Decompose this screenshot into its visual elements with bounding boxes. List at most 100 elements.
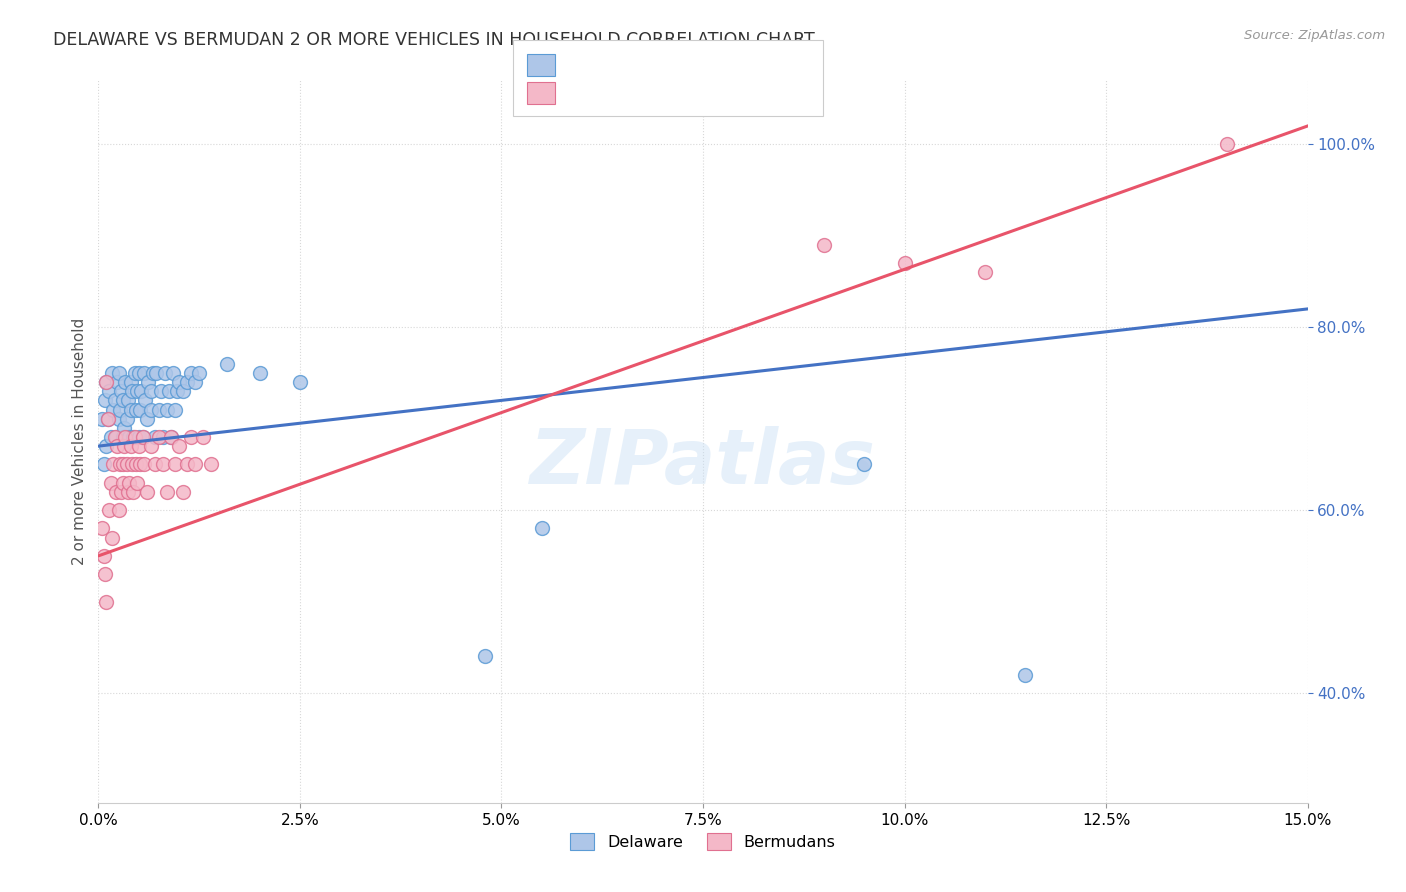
Point — [107, 503, 129, 517]
Text: 0.289: 0.289 — [605, 47, 657, 65]
Point — [112, 439, 135, 453]
Point — [94, 393, 117, 408]
Point — [91, 521, 114, 535]
Point — [100, 430, 122, 444]
Point — [172, 384, 194, 399]
Point — [150, 384, 173, 399]
Point — [125, 402, 148, 417]
Point — [124, 430, 146, 444]
Point — [893, 256, 915, 270]
Point — [122, 430, 145, 444]
Point — [1216, 137, 1239, 152]
Point — [148, 430, 170, 444]
Point — [128, 439, 150, 453]
Point — [145, 366, 167, 380]
Point — [101, 366, 124, 380]
Point — [474, 649, 496, 664]
Point — [132, 430, 155, 444]
Point — [105, 439, 128, 453]
Point — [101, 402, 124, 417]
Text: Source: ZipAtlas.com: Source: ZipAtlas.com — [1244, 29, 1385, 42]
Point — [94, 567, 117, 582]
Text: 0.395: 0.395 — [605, 78, 657, 95]
Text: R =: R = — [562, 47, 599, 65]
Point — [853, 458, 876, 472]
Point — [153, 366, 176, 380]
Point — [107, 366, 129, 380]
Point — [135, 411, 157, 425]
Point — [813, 238, 835, 252]
Point — [167, 375, 190, 389]
Text: R =: R = — [562, 78, 599, 95]
Point — [114, 430, 136, 444]
Point — [288, 375, 311, 389]
Point — [127, 475, 149, 490]
Point — [118, 475, 141, 490]
Point — [128, 366, 150, 380]
Point — [111, 430, 134, 444]
Point — [93, 458, 115, 472]
Point — [167, 439, 190, 453]
Point — [114, 375, 136, 389]
Point — [108, 458, 131, 472]
Point — [118, 430, 141, 444]
Point — [108, 402, 131, 417]
Point — [110, 484, 132, 499]
Point — [111, 458, 134, 472]
Point — [96, 375, 118, 389]
Text: 68: 68 — [717, 47, 740, 65]
Point — [103, 393, 125, 408]
Point — [121, 458, 143, 472]
Point — [142, 366, 165, 380]
Point — [152, 430, 174, 444]
Text: 52: 52 — [717, 78, 740, 95]
Point — [111, 475, 134, 490]
Point — [132, 430, 155, 444]
Point — [97, 384, 120, 399]
Point — [105, 484, 128, 499]
Point — [120, 402, 142, 417]
Point — [129, 402, 152, 417]
Point — [143, 430, 166, 444]
Point — [160, 430, 183, 444]
Point — [103, 430, 125, 444]
Point — [135, 484, 157, 499]
Point — [166, 384, 188, 399]
Point — [111, 393, 134, 408]
Point — [120, 439, 142, 453]
Point — [105, 375, 128, 389]
Point — [91, 411, 114, 425]
Point — [143, 458, 166, 472]
Point — [139, 384, 162, 399]
Point — [125, 458, 148, 472]
Point — [1014, 667, 1036, 681]
Point — [97, 503, 120, 517]
Point — [974, 265, 997, 279]
Point — [200, 458, 222, 472]
Point — [128, 430, 150, 444]
Point — [112, 421, 135, 435]
Point — [134, 366, 156, 380]
Point — [96, 375, 118, 389]
Point — [139, 439, 162, 453]
Point — [217, 357, 239, 371]
Point — [117, 484, 139, 499]
Point — [101, 531, 124, 545]
Point — [93, 549, 115, 563]
Point — [530, 521, 553, 535]
Point — [249, 366, 271, 380]
Point — [96, 594, 118, 608]
Point — [97, 411, 120, 425]
Point — [117, 393, 139, 408]
Point — [176, 458, 198, 472]
Point — [129, 384, 152, 399]
Point — [162, 366, 184, 380]
Point — [101, 458, 124, 472]
Point — [115, 411, 138, 425]
Point — [180, 366, 202, 380]
Point — [127, 384, 149, 399]
Point — [134, 458, 156, 472]
Point — [105, 430, 128, 444]
Point — [122, 484, 145, 499]
Y-axis label: 2 or more Vehicles in Household: 2 or more Vehicles in Household — [72, 318, 87, 566]
